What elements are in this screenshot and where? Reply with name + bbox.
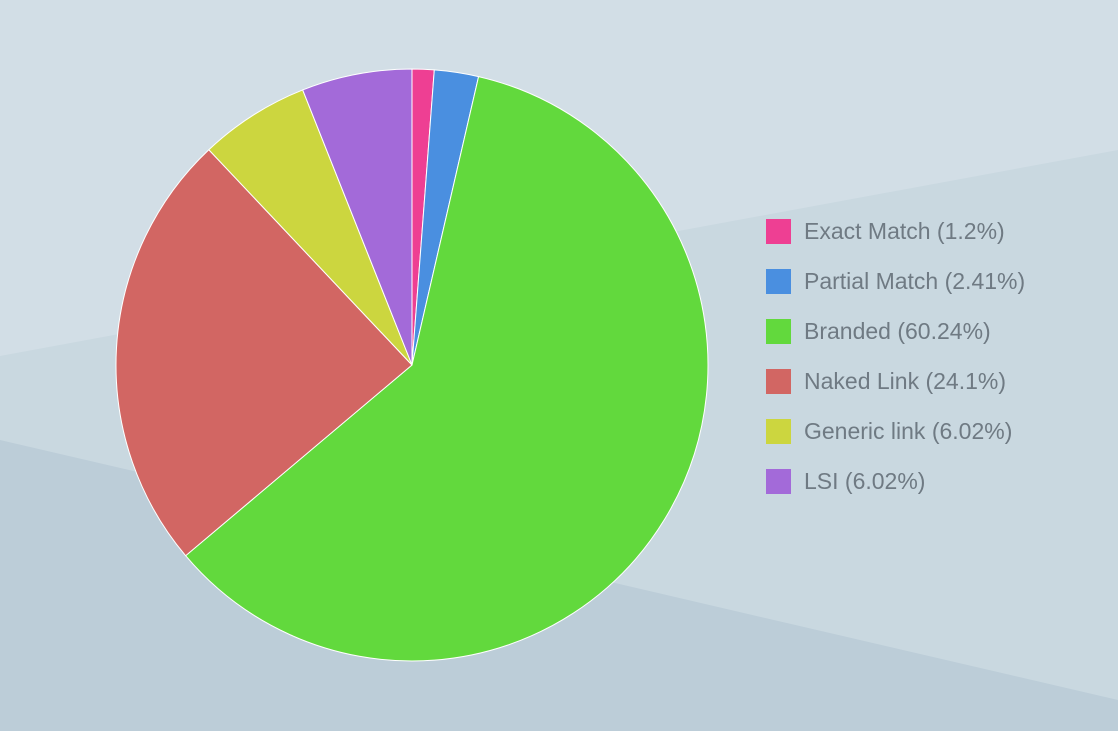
legend-label: Partial Match (2.41%) xyxy=(804,268,1026,294)
legend-item-exact-match: Exact Match (1.2%) xyxy=(766,218,1025,244)
legend-swatch xyxy=(766,418,791,444)
legend-swatch xyxy=(766,318,791,344)
legend-label: Generic link (6.02%) xyxy=(804,418,1013,444)
legend-label: Naked Link (24.1%) xyxy=(804,368,1006,394)
legend-swatch xyxy=(766,218,791,244)
legend-item-naked-link: Naked Link (24.1%) xyxy=(766,368,1025,394)
legend-item-branded: Branded (60.24%) xyxy=(766,318,1025,344)
legend-swatch xyxy=(766,268,791,294)
legend-label: LSI (6.02%) xyxy=(804,468,926,494)
legend-swatch xyxy=(766,468,791,494)
pie-slice-branded xyxy=(184,75,709,662)
pie-chart xyxy=(115,68,709,662)
legend: Exact Match (1.2%) Partial Match (2.41%)… xyxy=(766,218,1025,494)
legend-label: Exact Match (1.2%) xyxy=(804,218,1005,244)
legend-label: Branded (60.24%) xyxy=(804,318,991,344)
pie-slice-naked-link xyxy=(115,149,413,557)
legend-swatch xyxy=(766,368,791,394)
pie-slice-lsi xyxy=(302,68,413,366)
legend-item-lsi: LSI (6.02%) xyxy=(766,468,1025,494)
legend-item-partial-match: Partial Match (2.41%) xyxy=(766,268,1025,294)
legend-item-generic-link: Generic link (6.02%) xyxy=(766,418,1025,444)
